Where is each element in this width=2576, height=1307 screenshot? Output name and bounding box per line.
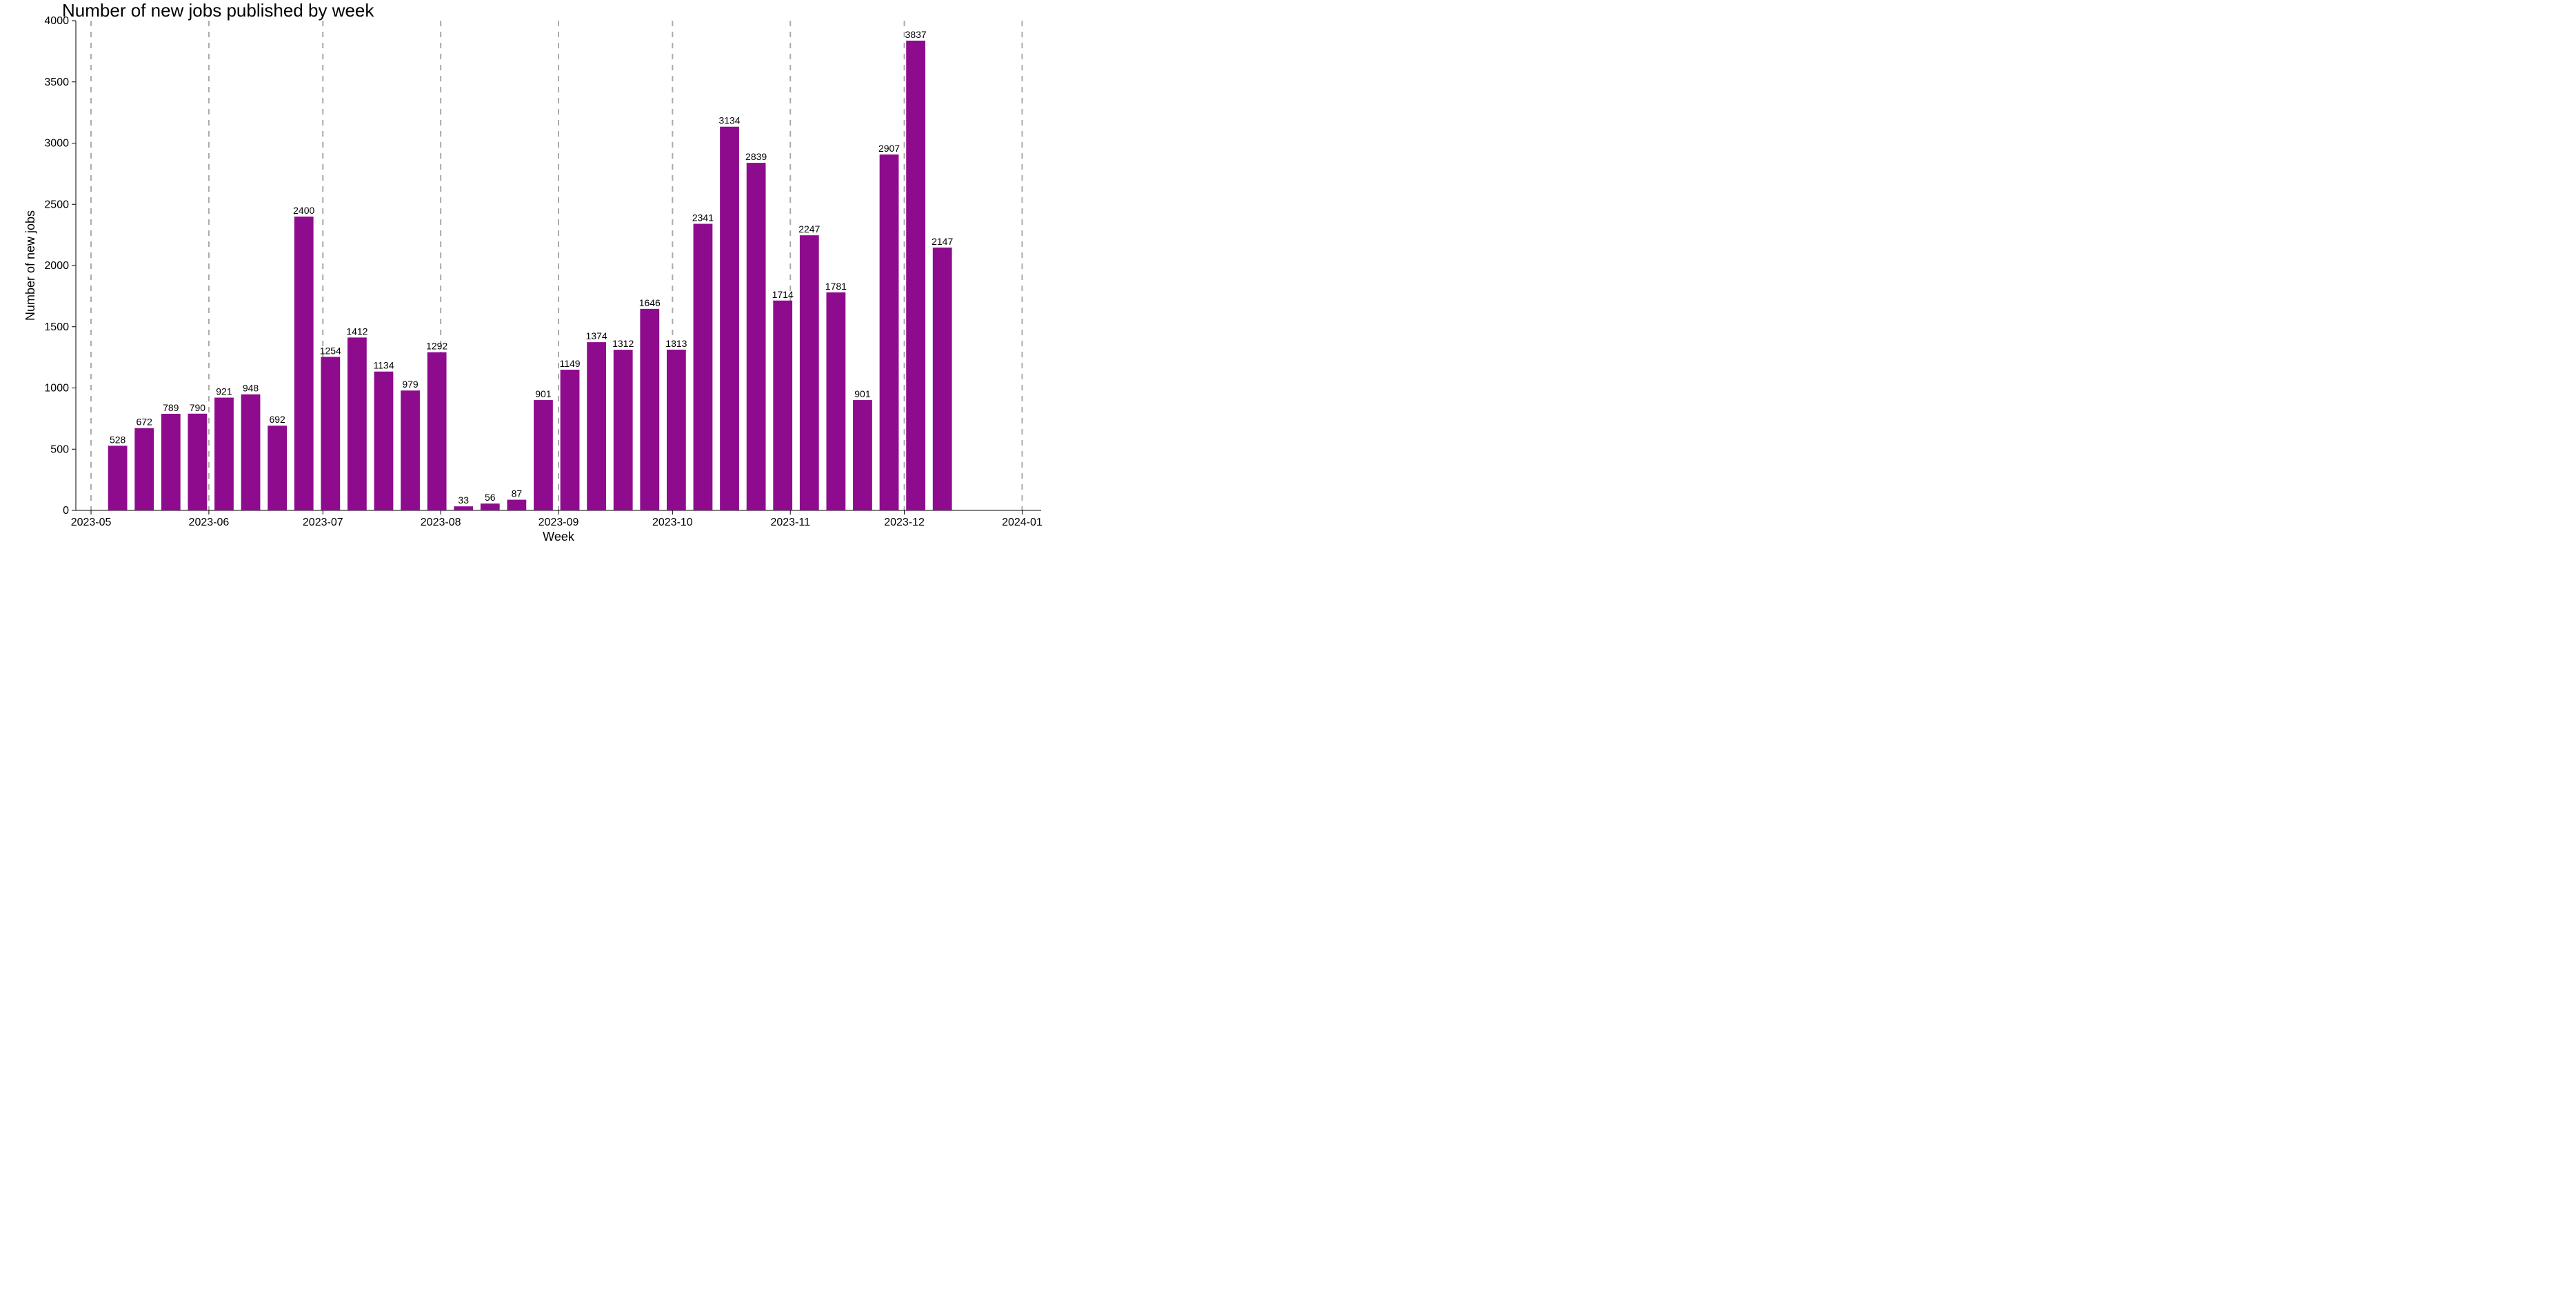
bar <box>880 154 899 510</box>
bar-value-label: 1313 <box>665 338 687 349</box>
bar <box>694 223 713 510</box>
bar <box>454 506 473 510</box>
bar-value-label: 2247 <box>798 223 820 235</box>
x-tick-label: 2024-01 <box>1002 517 1043 528</box>
y-tick-label: 2500 <box>44 199 69 210</box>
bar-value-label: 2147 <box>932 236 953 247</box>
bar <box>800 235 819 510</box>
bar-value-label: 1312 <box>612 338 634 349</box>
chart-title: Number of new jobs published by week <box>62 0 374 21</box>
bar <box>720 127 739 510</box>
x-tick-label: 2023-11 <box>770 517 810 528</box>
y-tick-label: 1500 <box>44 321 69 333</box>
bar-value-label: 2400 <box>293 205 314 216</box>
y-tick-label: 3000 <box>44 138 69 150</box>
bar <box>826 292 845 510</box>
bar-value-label: 1254 <box>320 345 341 356</box>
y-tick-label: 2000 <box>44 260 69 272</box>
chart-container: Number of new jobs published by week 202… <box>0 0 1048 543</box>
bar <box>161 414 181 510</box>
y-axis-label: Number of new jobs <box>23 210 37 321</box>
y-tick-label: 1000 <box>44 383 69 395</box>
bar <box>561 370 580 510</box>
bar <box>481 503 500 510</box>
bar-value-label: 692 <box>269 414 285 425</box>
x-tick-label: 2023-06 <box>189 517 230 528</box>
bar-value-label: 1646 <box>639 297 661 308</box>
bar-value-label: 901 <box>854 388 871 399</box>
bar <box>427 352 447 510</box>
bar-value-label: 1412 <box>346 326 368 337</box>
bar <box>853 400 872 510</box>
bar <box>241 395 261 510</box>
bar <box>933 248 952 510</box>
y-tick-label: 0 <box>63 505 69 517</box>
bar-value-label: 1714 <box>772 289 794 300</box>
bar <box>401 390 420 510</box>
x-tick-label: 2023-12 <box>884 517 925 528</box>
bar-value-label: 901 <box>535 388 552 399</box>
bar <box>906 41 925 510</box>
bar-value-label: 56 <box>485 492 496 503</box>
x-tick-label: 2023-07 <box>303 517 343 528</box>
bar <box>587 342 606 510</box>
bar-value-label: 948 <box>243 383 259 394</box>
x-tick-label: 2023-08 <box>421 517 461 528</box>
bar-value-label: 2839 <box>745 151 767 162</box>
bar-value-label: 672 <box>137 417 153 428</box>
y-tick-label: 3500 <box>44 77 69 88</box>
bar <box>747 163 766 510</box>
bar-chart: 2023-05 2023-06 2023-07 2023-08 2023-09 2023-… <box>0 0 1048 543</box>
bar-value-label: 2341 <box>692 212 714 223</box>
bar-value-label: 921 <box>216 386 232 397</box>
bar <box>188 414 207 510</box>
bar <box>108 446 128 510</box>
x-tick-label: 2023-05 <box>71 517 112 528</box>
bar-value-label: 789 <box>163 402 179 413</box>
bar-value-label: 979 <box>402 379 419 390</box>
bar-value-label: 1781 <box>825 281 847 292</box>
bar <box>134 428 154 510</box>
bar-value-label: 1292 <box>426 341 447 352</box>
bar-value-label: 790 <box>190 402 206 413</box>
bar-value-label: 87 <box>512 488 523 499</box>
bar <box>667 350 686 510</box>
bar <box>640 309 659 510</box>
x-axis-label: Week <box>543 530 575 543</box>
bar <box>614 350 633 510</box>
bar <box>773 301 792 510</box>
bar-value-label: 1134 <box>373 360 394 371</box>
x-tick-label: 2023-10 <box>652 517 693 528</box>
bar-value-label: 3134 <box>718 115 740 126</box>
bar-value-label: 528 <box>110 434 126 445</box>
bar-value-label: 1374 <box>586 330 607 341</box>
bar <box>348 337 367 510</box>
bar <box>507 500 526 510</box>
bar <box>214 398 234 510</box>
bar-value-label: 3837 <box>905 29 927 40</box>
bar <box>294 217 314 510</box>
bar <box>534 400 553 510</box>
y-tick-label: 500 <box>50 443 69 455</box>
bar <box>268 426 287 510</box>
x-tick-label: 2023-09 <box>539 517 579 528</box>
bar-value-label: 33 <box>458 495 469 506</box>
bar-value-label: 2907 <box>878 143 900 154</box>
bar <box>321 357 340 510</box>
bar-value-label: 1149 <box>559 358 580 369</box>
bar <box>374 372 394 510</box>
